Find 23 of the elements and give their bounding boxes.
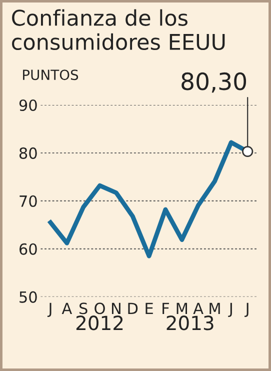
x-tick-label: F	[162, 302, 169, 314]
x-tick-label: D	[128, 302, 138, 314]
x-tick-label: O	[94, 302, 105, 314]
x-tick-label: A	[62, 302, 72, 314]
text: 2013	[166, 316, 214, 330]
x-tick-label: N	[112, 302, 120, 314]
data-label: 80,30	[182, 72, 246, 93]
y-tick-label: 60	[20, 243, 37, 255]
y-tick-label: 90	[19, 99, 37, 112]
y-axis-title: PUNTOS	[23, 70, 78, 80]
y-tick-label: 80	[19, 147, 37, 159]
x-tick-label: M	[176, 302, 187, 314]
chart-title: Confianza de los consumidores EEUU	[12, 9, 225, 50]
x-tick-label: M	[210, 302, 220, 314]
x-tick-label: J	[228, 302, 232, 318]
x-tick-label: J	[47, 302, 52, 318]
y-tick-label: 70	[20, 195, 37, 207]
x-tick-label: S	[80, 302, 88, 314]
x-tick-label: J	[244, 302, 248, 318]
text: 2012	[76, 316, 123, 330]
y-tick-label: 50	[20, 291, 37, 303]
x-tick-label: A	[193, 302, 204, 314]
x-tick-label: E	[146, 302, 153, 314]
